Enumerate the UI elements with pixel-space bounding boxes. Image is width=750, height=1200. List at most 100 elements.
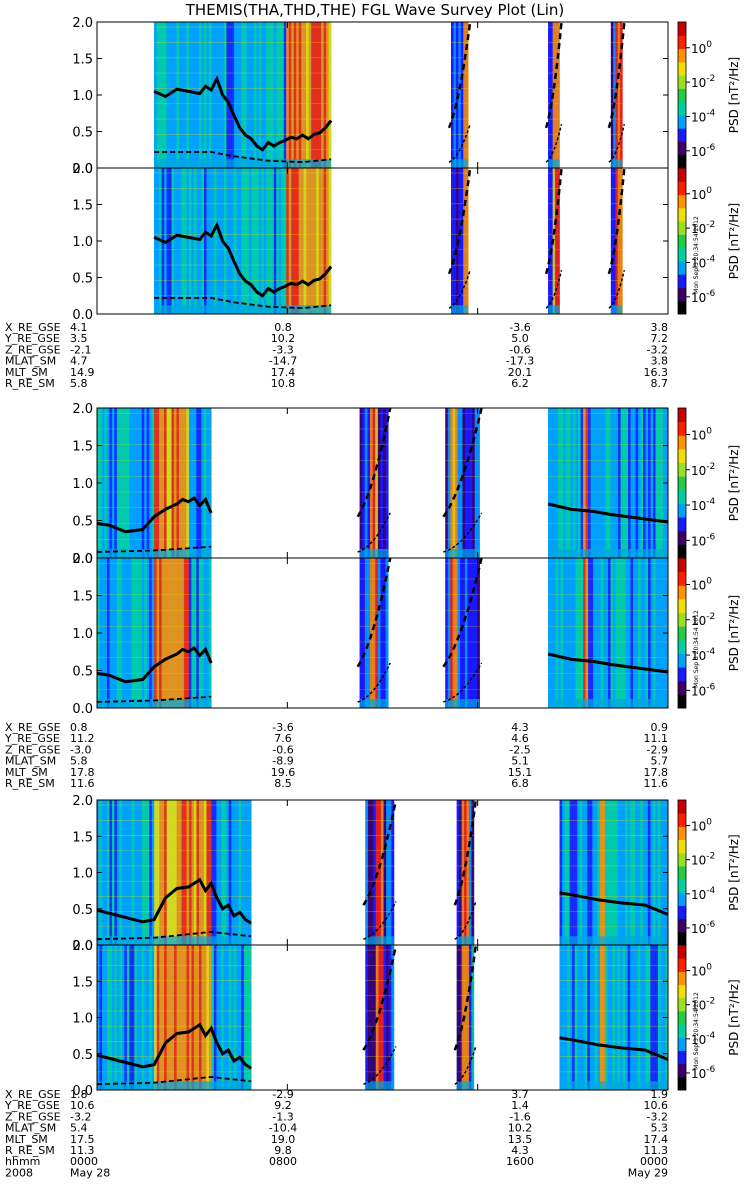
cyclotron-curve-low: [357, 662, 391, 703]
colorbar-tick-label: 10-4: [691, 497, 716, 513]
colorbar-tick-label: 10-2: [691, 997, 715, 1013]
cyclotron-curve-low: [363, 1046, 397, 1085]
ephemeris-value: 8.7: [651, 377, 669, 390]
ephemeris-label: 2008: [5, 1166, 33, 1179]
cyclotron-curve-low: [608, 270, 626, 309]
colorbar-tick-label: 100: [691, 818, 712, 834]
y-tick-label: 1.0: [72, 867, 93, 882]
colorbar-tick-label: 100: [691, 426, 712, 442]
ephemeris-label: MLAT_SM: [5, 1122, 56, 1135]
spectrogram-segment: [548, 408, 669, 558]
cyclotron-curve: [447, 167, 472, 275]
y-tick-label: 2.0: [72, 402, 93, 417]
ephemeris-value: 1600: [506, 1155, 534, 1168]
ephemeris-value: -1.3: [272, 1110, 293, 1123]
colorbar-label: PSD [nT²/Hz]: [727, 595, 741, 671]
fce-curve: [153, 221, 333, 298]
ephemeris-label: R_RE_SM: [5, 777, 55, 790]
colorbar-tick-label: 10-4: [691, 1031, 716, 1047]
ephemeris-value: -8.9: [272, 755, 293, 768]
y-tick-label: 2.0: [72, 939, 93, 954]
ephemeris-value: 9.8: [274, 1144, 292, 1157]
ephemeris-label: X_RE_GSE: [5, 321, 61, 334]
ephemeris-label: MLAT_SM: [5, 755, 56, 768]
ephemeris-value: -2.1: [70, 343, 91, 356]
colorbar-tick-label: 10-6: [691, 289, 716, 305]
ephemeris-value: -2.9: [647, 743, 668, 756]
colorbar: 100 10-2 10-4 10-6 PSD [nT²/Hz]: [677, 21, 741, 169]
cyclotron-curve: [356, 557, 392, 668]
ephemeris-value: 3.5: [70, 332, 88, 345]
y-tick-label: 0.0: [72, 1084, 93, 1099]
y-tick-label: 1.0: [72, 89, 93, 104]
cyclotron-curve: [607, 21, 626, 129]
ephemeris-value: -1.6: [509, 1110, 530, 1123]
fci-curve: [96, 545, 212, 553]
y-tick-label: 1.5: [72, 440, 93, 455]
ephemeris-label: Y_RE_GSE: [4, 732, 60, 745]
ephemeris-label: MLT_SM: [5, 366, 48, 379]
ephemeris-value: 7.6: [274, 732, 292, 745]
ephemeris-label: Z_RE_GSE: [5, 743, 61, 756]
ephemeris-table: X_RE_GSE 0.8 -3.6 4.3 0.9 Y_RE_GSE 11.2 7.6 4.6 1…: [4, 721, 668, 790]
spectrogram-panel: 0.0 0.5 1.0 1.5 2.0 100 10-2 10-4 10-6 PSD [nT²/H…: [72, 162, 741, 323]
spectrogram-segment: [365, 945, 395, 1090]
y-tick-label: 0.0: [72, 939, 93, 954]
ephemeris-value: -10.4: [269, 1122, 297, 1135]
fce-curve: [96, 495, 213, 534]
colorbar-tick-label: 10-2: [691, 220, 715, 236]
ephemeris-value: May 28: [70, 1166, 110, 1179]
ephemeris-value: -2.9: [272, 1088, 293, 1101]
ephemeris-value: 3.7: [511, 1088, 529, 1101]
ephemeris-value: 4.7: [70, 355, 88, 368]
colorbar-label: PSD [nT²/Hz]: [727, 445, 741, 521]
colorbar-label: PSD [nT²/Hz]: [727, 203, 741, 279]
spectrogram-segment: [359, 408, 389, 558]
colorbar: 100 10-2 10-4 10-6 PSD [nT²/Hz] Mon Sep 3 20:…: [677, 167, 741, 315]
cyclotron-curve-low: [357, 512, 391, 553]
ephemeris-value: 17.8: [644, 766, 669, 779]
ephemeris-value: -3.3: [272, 343, 293, 356]
ephemeris-value: 4.3: [511, 1144, 529, 1157]
colorbar-tick-label: 10-4: [691, 108, 716, 124]
fci-curve: [154, 297, 332, 310]
ephemeris-value: 7.2: [651, 332, 669, 345]
ephemeris-label: X_RE_GSE: [5, 721, 61, 734]
colorbar-tick-label: 10-6: [691, 682, 716, 698]
spectrogram-segment: [359, 558, 389, 708]
ephemeris-value: 5.3: [651, 1122, 669, 1135]
ephemeris-value: 4.3: [511, 721, 529, 734]
ephemeris-table: X_RE_GSE 4.1 0.8 -3.6 3.8 Y_RE_GSE 3.5 10.2 5.0 7…: [4, 321, 668, 390]
ephemeris-label: Y_RE_GSE: [4, 1099, 60, 1112]
fci-curve: [96, 931, 252, 941]
y-tick-label: 1.0: [72, 235, 93, 250]
y-tick-label: 1.5: [72, 53, 93, 68]
ephemeris-value: 0000: [70, 1155, 98, 1168]
ephemeris-value: May 29: [628, 1166, 668, 1179]
fce-curve: [96, 877, 252, 925]
colorbar-tick-label: 100: [691, 963, 712, 979]
ephemeris-label: Z_RE_GSE: [5, 1110, 61, 1123]
cyclotron-curve: [453, 799, 478, 906]
ephemeris-value: -14.7: [269, 355, 297, 368]
y-tick-label: 1.5: [72, 975, 93, 990]
fce-curve: [153, 75, 333, 152]
generation-stamp: Mon Sep 3 20:34:54 2012: [693, 992, 700, 1070]
ephemeris-value: 3.8: [651, 321, 669, 334]
fce-curve: [559, 1036, 669, 1061]
ephemeris-value: -2.5: [509, 743, 530, 756]
ephemeris-value: 3.8: [651, 355, 669, 368]
spectrogram-panel: 0.0 0.5 1.0 1.5 2.0 100 10-2 10-4 10-6 PSD [nT²/H…: [72, 552, 741, 717]
colorbar-tick-label: 10-4: [691, 886, 716, 902]
ephemeris-value: 10.8: [271, 377, 296, 390]
y-tick-label: 1.0: [72, 1012, 93, 1027]
cyclotron-curve-low: [448, 269, 471, 309]
y-tick-label: 1.0: [72, 627, 93, 642]
ephemeris-value: -0.6: [272, 743, 293, 756]
ephemeris-value: -3.2: [647, 343, 668, 356]
colorbar: 100 10-2 10-4 10-6 PSD [nT²/Hz]: [677, 407, 741, 559]
cyclotron-curve-low: [545, 124, 563, 163]
fce-curve: [96, 645, 213, 684]
cyclotron-curve-low: [448, 123, 471, 163]
colorbar-tick-label: 10-6: [691, 1065, 716, 1081]
